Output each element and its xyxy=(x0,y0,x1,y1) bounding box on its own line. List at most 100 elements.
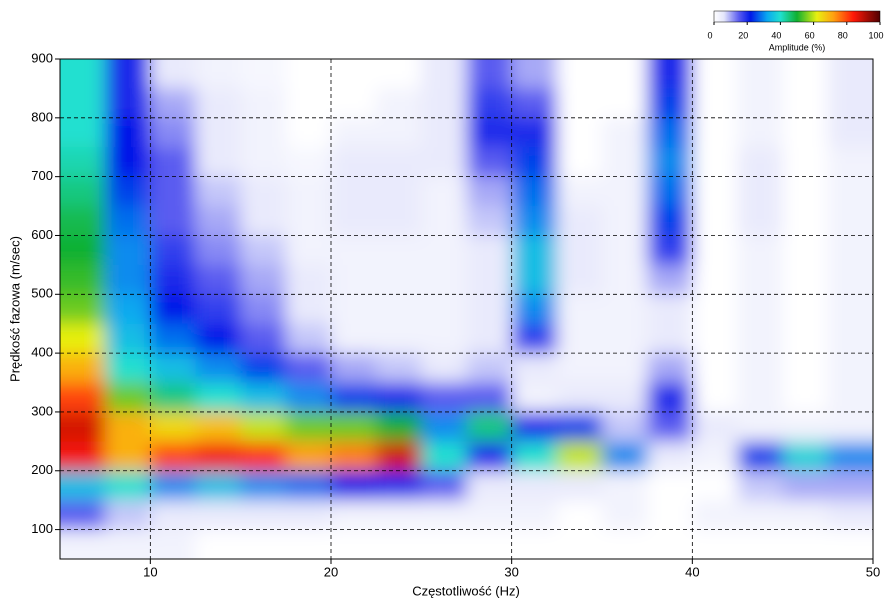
heat-cell xyxy=(602,147,649,178)
heat-cell xyxy=(827,353,873,384)
heat-cell xyxy=(782,441,829,472)
heat-cell xyxy=(827,294,873,325)
heat-cell xyxy=(105,323,152,355)
heat-cell xyxy=(782,88,829,119)
heat-cell xyxy=(150,176,197,208)
heat-cell xyxy=(647,264,694,296)
heat-cell xyxy=(556,117,603,149)
heat-cell xyxy=(60,353,107,384)
heat-cell xyxy=(782,59,829,90)
heat-cell xyxy=(105,441,152,472)
heat-cell xyxy=(602,235,649,266)
heat-cell xyxy=(285,441,332,472)
heat-cell xyxy=(647,206,694,237)
heat-cell xyxy=(60,264,107,296)
heat-cell xyxy=(331,88,378,119)
heat-cell xyxy=(240,382,287,413)
y-tick-label: 100 xyxy=(31,521,53,536)
x-tick-label: 20 xyxy=(324,564,338,579)
heat-cell xyxy=(466,323,513,355)
heat-cell xyxy=(647,353,694,384)
heat-cell xyxy=(692,529,739,559)
heat-cell xyxy=(647,441,694,472)
heat-cell xyxy=(647,323,694,355)
heat-cell xyxy=(647,294,694,325)
heat-cell xyxy=(285,59,332,90)
heat-cell xyxy=(285,147,332,178)
colorbar-tick-label: 0 xyxy=(707,30,712,40)
heat-cell xyxy=(466,264,513,296)
heat-cell xyxy=(195,470,242,502)
heat-cell xyxy=(647,59,694,90)
heat-cell xyxy=(827,470,873,502)
heat-cell xyxy=(195,59,242,90)
heat-cell xyxy=(285,470,332,502)
heat-cell xyxy=(602,59,649,90)
heat-cell xyxy=(737,529,784,559)
heat-cell xyxy=(421,206,468,237)
heat-cell xyxy=(827,500,873,531)
heat-cell xyxy=(195,529,242,559)
heat-cell xyxy=(150,470,197,502)
heat-cell xyxy=(737,353,784,384)
heat-cell xyxy=(511,264,558,296)
heat-cell xyxy=(692,264,739,296)
heat-cell xyxy=(782,117,829,149)
heat-cell xyxy=(285,235,332,266)
heat-cell xyxy=(105,147,152,178)
plot-frame xyxy=(59,58,874,560)
heat-cell xyxy=(692,441,739,472)
heat-cell xyxy=(60,500,107,531)
heat-cell xyxy=(150,411,197,443)
y-tick-label: 500 xyxy=(31,286,53,301)
heat-cell xyxy=(827,529,873,559)
heat-cell xyxy=(331,117,378,149)
heat-cell xyxy=(105,206,152,237)
heat-cell xyxy=(421,323,468,355)
heat-cell xyxy=(647,235,694,266)
heat-cell xyxy=(602,411,649,443)
heat-cell xyxy=(105,88,152,119)
heat-cell xyxy=(782,235,829,266)
y-tick-label: 400 xyxy=(31,345,53,360)
y-tick-label: 800 xyxy=(31,109,53,124)
heat-cell xyxy=(195,323,242,355)
heat-cell xyxy=(602,294,649,325)
heat-cell xyxy=(556,88,603,119)
heat-cell xyxy=(511,88,558,119)
heat-cell xyxy=(150,59,197,90)
y-tick-label: 900 xyxy=(31,50,53,65)
heat-cell xyxy=(511,353,558,384)
heat-cell xyxy=(782,411,829,443)
colorbar-label: Amplitude (%) xyxy=(769,42,826,52)
heat-cell xyxy=(827,176,873,208)
heat-cell xyxy=(376,529,423,559)
heat-cell xyxy=(60,147,107,178)
heat-cell xyxy=(421,176,468,208)
heat-cell xyxy=(737,411,784,443)
heat-cell xyxy=(421,88,468,119)
heat-cell xyxy=(331,382,378,413)
heat-cell xyxy=(195,441,242,472)
y-tick-label: 200 xyxy=(31,462,53,477)
heat-cell xyxy=(150,117,197,149)
heat-cell xyxy=(331,264,378,296)
heat-cell xyxy=(556,441,603,472)
heat-cell xyxy=(150,323,197,355)
heat-cell xyxy=(240,529,287,559)
heat-cell xyxy=(737,147,784,178)
heat-cell xyxy=(240,88,287,119)
heat-cell xyxy=(376,117,423,149)
heat-cell xyxy=(421,264,468,296)
heat-cell xyxy=(331,470,378,502)
heat-cell xyxy=(331,529,378,559)
heat-cell xyxy=(195,353,242,384)
heat-cell xyxy=(240,500,287,531)
heat-cell xyxy=(737,500,784,531)
heat-cell xyxy=(827,441,873,472)
heat-cell xyxy=(105,353,152,384)
heat-cell xyxy=(376,235,423,266)
heat-cell xyxy=(105,176,152,208)
heat-cell xyxy=(782,353,829,384)
heat-cell xyxy=(150,264,197,296)
